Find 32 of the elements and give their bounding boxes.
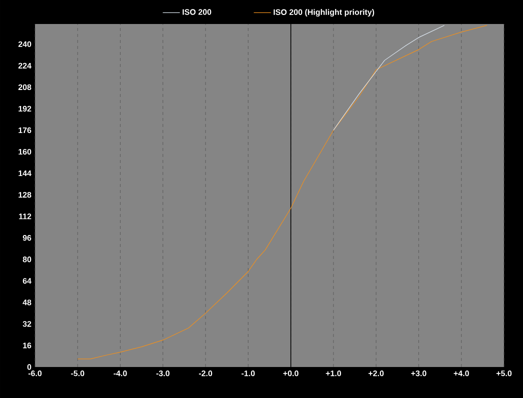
x-tick-label: -2.0 [198, 370, 212, 376]
x-tick-label: +4.0 [454, 370, 469, 376]
x-tick-label: +3.0 [411, 370, 426, 376]
y-tick-label: 176 [18, 127, 32, 134]
y-tick-label: 32 [22, 321, 32, 327]
x-tick-label: +0.0 [283, 370, 298, 376]
y-tick-label: 48 [22, 300, 32, 306]
y-tick-label: 144 [18, 170, 32, 176]
y-tick-label: 224 [18, 62, 32, 68]
x-tick-label: -5.0 [71, 370, 84, 376]
y-tick-label: 96 [22, 235, 32, 241]
x-tick-label: -4.0 [114, 370, 127, 376]
y-tick-label: 192 [18, 106, 32, 112]
y-tick-label: 0 [27, 364, 32, 370]
y-tick-label: 128 [18, 192, 32, 198]
y-tick-label: 80 [22, 256, 32, 262]
x-tick-label: +5.0 [496, 370, 512, 376]
legend-label: ISO 200 (Highlight priority) [274, 9, 374, 17]
y-tick-label: 240 [18, 41, 32, 47]
x-tick-label: +2.0 [368, 370, 384, 376]
x-tick-label: -3.0 [156, 370, 170, 376]
x-tick-label: -6.0 [28, 370, 42, 376]
y-tick-label: 160 [18, 148, 32, 155]
x-tick-label: +1.0 [326, 370, 342, 376]
line-series [333, 25, 445, 131]
y-tick-label: 112 [19, 214, 32, 220]
x-tick-label: -1.0 [242, 370, 255, 376]
y-tick-label: 16 [23, 342, 32, 348]
y-tick-label: 208 [18, 84, 32, 90]
y-tick-label: 64 [22, 278, 32, 284]
legend-label: ISO 200 [182, 9, 212, 15]
line-series [77, 25, 488, 360]
